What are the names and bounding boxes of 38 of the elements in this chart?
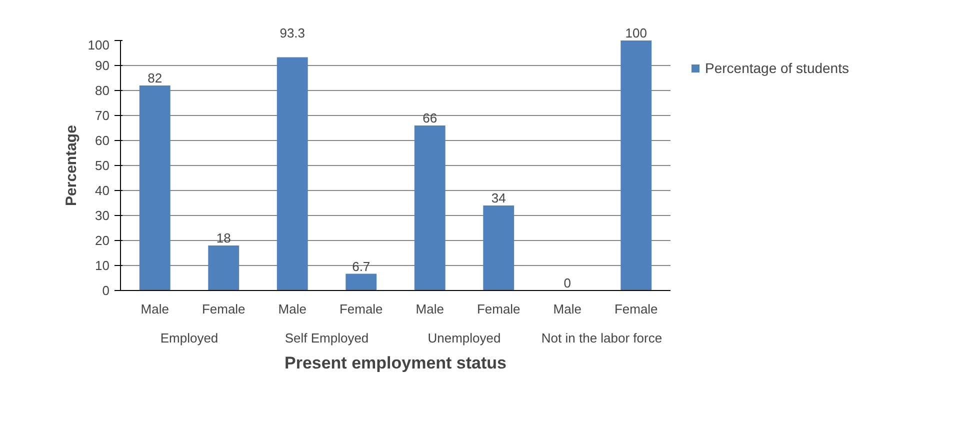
text: Unemployed	[428, 330, 501, 346]
y-tick-label: 60	[95, 133, 110, 148]
y-tick-label: 40	[95, 183, 110, 198]
data-label: 34	[491, 190, 506, 206]
x-tick-label: Female	[202, 302, 246, 316]
data-label: 100	[625, 26, 647, 40]
x-tick-label: Male	[140, 302, 169, 316]
x-tick-label: Female	[339, 302, 383, 316]
bar	[276, 57, 308, 290]
y-tick-label: 50	[95, 158, 110, 173]
y-tick-label: 70	[95, 108, 110, 123]
x-axis-title: Present employment status	[284, 354, 507, 372]
bar	[208, 246, 240, 290]
bar	[483, 206, 514, 290]
data-label: 93.3	[280, 26, 306, 40]
x-tick-label: Male	[553, 302, 582, 316]
bar	[414, 126, 446, 290]
y-tick-label: 20	[95, 233, 110, 248]
text: Employed	[160, 330, 218, 346]
y-tick-label: 100	[88, 38, 110, 52]
x-tick-label: Female	[476, 302, 520, 316]
legend-label: Percentage of students	[705, 60, 849, 76]
data-label: 0	[564, 276, 571, 290]
x-tick-label: Female	[614, 302, 658, 316]
y-tick-label: 0	[102, 283, 110, 298]
text: Self Employed	[284, 330, 369, 346]
y-tick-label: 10	[95, 258, 110, 273]
bar	[620, 40, 652, 290]
bar	[139, 86, 170, 290]
bar	[346, 274, 377, 290]
y-tick-label: 90	[95, 58, 110, 73]
y-axis-title: Percentage	[62, 125, 80, 206]
x-tick-label: Male	[416, 302, 444, 316]
x-tick-label: Male	[278, 302, 306, 316]
text: Not in the labor force	[541, 330, 662, 346]
y-tick-label: 80	[95, 83, 110, 98]
data-label: 82	[148, 70, 162, 86]
y-tick-label: 30	[95, 208, 110, 223]
